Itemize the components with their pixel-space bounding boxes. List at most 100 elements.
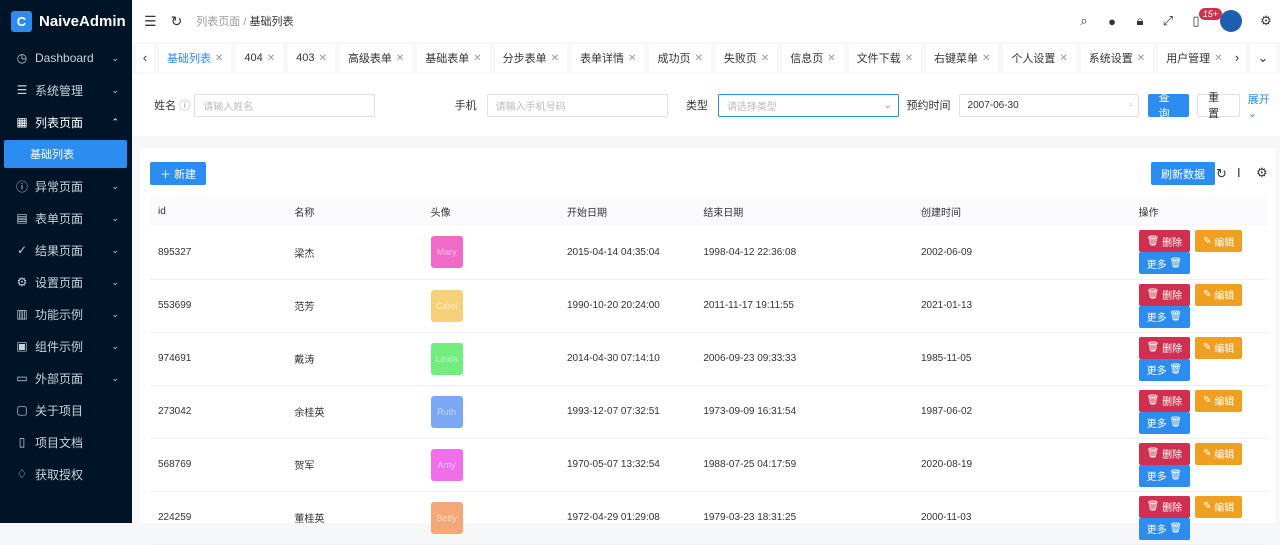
trash-icon: 🗑︎ xyxy=(1169,417,1183,428)
close-icon[interactable]: ✕ xyxy=(1214,52,1223,64)
sidebar-item[interactable]: ▤ 表单页面 ⌄ xyxy=(0,202,132,234)
delete-button[interactable]: 🗑︎ 删除 xyxy=(1138,283,1191,306)
close-icon[interactable]: ✕ xyxy=(827,52,836,64)
more-button[interactable]: 更多 🗑︎ xyxy=(1138,252,1191,275)
close-icon[interactable]: ✕ xyxy=(318,52,327,64)
tabs-next-icon[interactable]: › xyxy=(1228,44,1246,72)
type-select[interactable]: 请选择类型 ⌄ xyxy=(717,93,899,117)
close-icon[interactable]: ✕ xyxy=(628,52,637,64)
edit-button[interactable]: ✎ 编辑 xyxy=(1195,442,1243,465)
notification-icon[interactable]: ▯ xyxy=(1192,13,1200,28)
more-button[interactable]: 更多 🗑︎ xyxy=(1138,517,1191,540)
close-icon[interactable]: ✕ xyxy=(266,52,276,64)
new-button[interactable]: ＋ 新建 xyxy=(150,162,207,185)
tab[interactable]: 文件下载 ✕ xyxy=(848,44,922,72)
menu-collapse-icon[interactable]: ☰ xyxy=(144,12,157,29)
delete-button[interactable]: 🗑︎ 删除 xyxy=(1138,442,1191,465)
tab[interactable]: 成功页 ✕ xyxy=(649,44,711,72)
tab[interactable]: 404 ✕ xyxy=(236,44,284,72)
delete-button[interactable]: 🗑︎ 删除 xyxy=(1138,336,1191,359)
tab[interactable]: 系统设置 ✕ xyxy=(1080,44,1154,72)
search-icon[interactable]: ⌕ xyxy=(1080,13,1088,28)
tabs-menu-icon[interactable]: ⌄ xyxy=(1250,44,1276,72)
app-logo[interactable]: C NaiveAdmin xyxy=(0,0,132,42)
cell-name: 董桂英 xyxy=(286,491,423,545)
settings-icon[interactable]: ⚙ xyxy=(1256,165,1268,180)
date-input[interactable]: 2007-06-30 ▫ xyxy=(958,93,1140,117)
more-button[interactable]: 更多 🗑︎ xyxy=(1138,305,1191,328)
help-icon[interactable]: ⓘ xyxy=(179,100,191,112)
tab[interactable]: 用户管理 ✕ xyxy=(1158,44,1228,72)
trash-icon: 🗑︎ xyxy=(1169,523,1183,534)
name-input[interactable]: 请输入姓名 xyxy=(194,93,376,117)
more-button[interactable]: 更多 🗑︎ xyxy=(1138,464,1191,487)
sidebar-item[interactable]: ▦ 列表页面 ⌃ xyxy=(0,106,132,138)
close-icon[interactable]: ✕ xyxy=(215,52,224,64)
sidebar-item[interactable]: ♢ 获取授权 xyxy=(0,458,132,490)
tab[interactable]: 右键菜单 ✕ xyxy=(926,44,999,72)
tabs-prev-icon[interactable]: ‹ xyxy=(136,44,154,72)
edit-button[interactable]: ✎ 编辑 xyxy=(1195,389,1243,412)
document-icon: ▯ xyxy=(18,435,26,449)
tab[interactable]: 基础列表 ✕ xyxy=(159,44,232,72)
refresh-data-button[interactable]: 刷新数据 xyxy=(1151,162,1215,185)
tab[interactable]: 信息页 ✕ xyxy=(782,44,844,72)
sidebar-item[interactable]: ✓ 结果页面 ⌄ xyxy=(0,234,132,266)
sidebar-item[interactable]: ▥ 功能示例 ⌄ xyxy=(0,298,132,330)
tab[interactable]: 分步表单 ✕ xyxy=(494,44,568,72)
reset-button[interactable]: 重置 xyxy=(1197,92,1240,120)
close-icon[interactable]: ✕ xyxy=(760,52,770,64)
tab[interactable]: 失败页 ✕ xyxy=(715,44,778,72)
delete-button[interactable]: 🗑︎ 删除 xyxy=(1138,495,1191,518)
sidebar-item[interactable]: ▭ 外部页面 ⌄ xyxy=(0,362,132,394)
sidebar-item-label: 表单页面 xyxy=(35,211,84,226)
close-icon[interactable]: ✕ xyxy=(904,52,914,64)
search-form: 姓名 ⓘ 请输入姓名 手机 请输入手机号码 类型 请选择类型 ⌄ 预约时间 200… xyxy=(132,74,1280,136)
edit-button[interactable]: ✎ 编辑 xyxy=(1195,230,1243,253)
close-icon[interactable]: ✕ xyxy=(473,52,482,64)
density-icon[interactable]: I xyxy=(1237,165,1241,180)
close-icon[interactable]: ✕ xyxy=(982,52,991,64)
cell-created: 2000-11-03 xyxy=(912,491,1131,545)
sidebar-item[interactable]: ▯ 项目文档 xyxy=(0,426,132,458)
gear-icon[interactable]: ⚙ xyxy=(1260,13,1272,28)
sidebar-item[interactable]: ☰ 系统管理 ⌄ xyxy=(0,74,132,106)
tab[interactable]: 表单详情 ✕ xyxy=(572,44,645,72)
fullscreen-icon[interactable]: ⤢ xyxy=(1162,13,1174,28)
close-icon[interactable]: ✕ xyxy=(1059,52,1068,64)
sidebar-item[interactable]: ⚙ 设置页面 ⌄ xyxy=(0,266,132,298)
more-button[interactable]: 更多 🗑︎ xyxy=(1138,358,1191,381)
type-label: 类型 xyxy=(685,100,708,112)
edit-button[interactable]: ✎ 编辑 xyxy=(1195,283,1243,306)
sidebar-item[interactable]: ⓘ 异常页面 ⌄ xyxy=(0,170,132,202)
reload-icon[interactable]: ↻ xyxy=(1216,166,1227,181)
close-icon[interactable]: ✕ xyxy=(550,52,560,64)
close-icon[interactable]: ✕ xyxy=(694,52,703,64)
delete-button[interactable]: 🗑︎ 删除 xyxy=(1138,389,1191,412)
tab[interactable]: 高级表单 ✕ xyxy=(339,44,413,72)
lock-icon[interactable]: 🔒︎ xyxy=(1136,13,1144,28)
close-icon[interactable]: ✕ xyxy=(395,52,405,64)
query-button[interactable]: 查询 xyxy=(1148,92,1190,120)
chevron-icon: ⌄ xyxy=(111,212,119,223)
sidebar-subitem-basic-list[interactable]: 基础列表 xyxy=(4,140,127,168)
tab[interactable]: 基础表单 ✕ xyxy=(417,44,490,72)
tab[interactable]: 个人设置 ✕ xyxy=(1003,44,1076,72)
avatar[interactable] xyxy=(1220,10,1242,32)
breadcrumb-item[interactable]: 列表页面 xyxy=(196,16,241,28)
expand-button[interactable]: 展开 ⌄ xyxy=(1247,93,1270,120)
tab[interactable]: 403 ✕ xyxy=(288,44,335,72)
chevron-icon: ⌄ xyxy=(111,180,119,191)
sidebar-item[interactable]: ▣ 组件示例 ⌄ xyxy=(0,330,132,362)
phone-input[interactable]: 请输入手机号码 xyxy=(486,93,668,117)
more-button[interactable]: 更多 🗑︎ xyxy=(1138,411,1191,434)
delete-button[interactable]: 🗑︎ 删除 xyxy=(1138,230,1191,253)
sidebar-item[interactable]: ▢ 关于项目 xyxy=(0,394,132,426)
reload-icon[interactable]: ↻ xyxy=(170,12,183,29)
github-icon[interactable]: ● xyxy=(1108,13,1116,29)
edit-button[interactable]: ✎ 编辑 xyxy=(1195,495,1243,518)
edit-button[interactable]: ✎ 编辑 xyxy=(1195,336,1243,359)
cell-name: 戴涛 xyxy=(286,332,423,386)
close-icon[interactable]: ✕ xyxy=(1136,52,1146,64)
sidebar-item[interactable]: ◷ Dashboard ⌄ xyxy=(0,42,132,74)
